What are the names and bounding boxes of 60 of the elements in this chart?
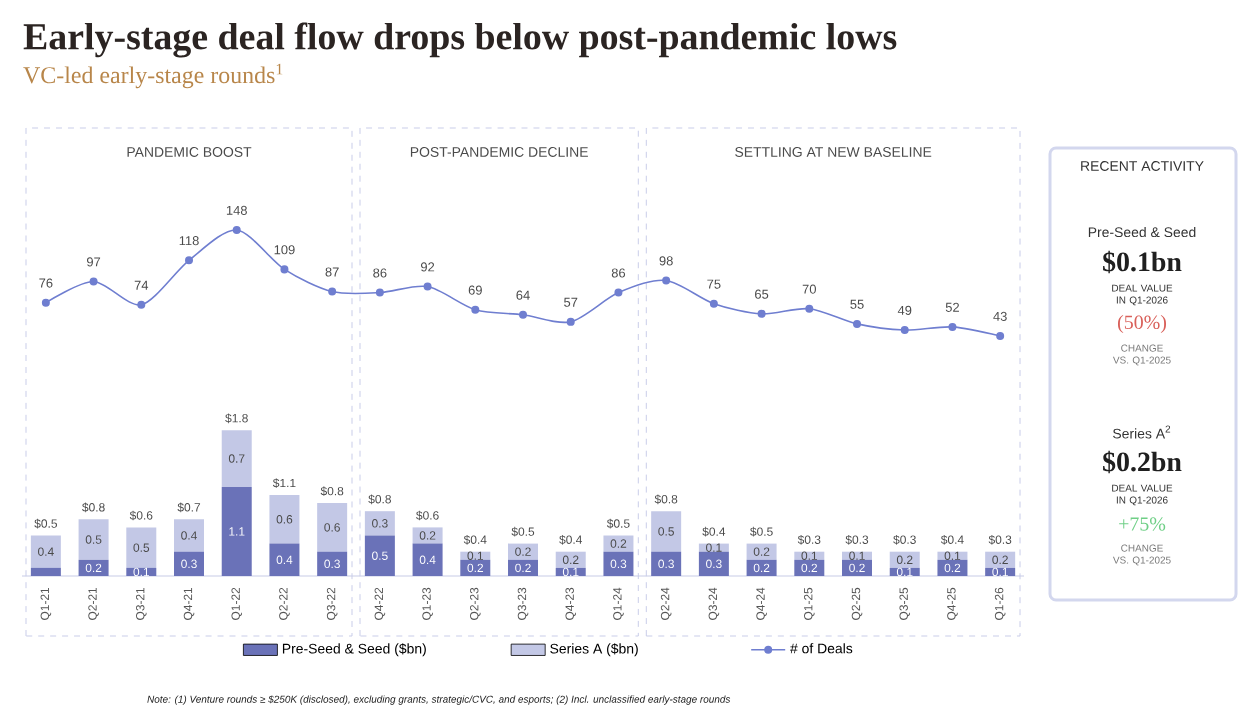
- point: [757, 309, 766, 318]
- point: [41, 298, 50, 307]
- bar: [317, 551, 348, 576]
- bar: [603, 551, 634, 576]
- bar: [126, 527, 157, 568]
- text: +75%: [1119, 517, 1166, 531]
- bar: [508, 543, 539, 560]
- point: [471, 305, 480, 314]
- bar: [460, 559, 491, 576]
- point: [423, 282, 432, 291]
- bar: [842, 559, 873, 576]
- point: [519, 310, 528, 319]
- bar: [78, 559, 109, 576]
- text: $0.1bn: [1103, 250, 1182, 274]
- point: [566, 317, 575, 326]
- point: [853, 319, 862, 328]
- bar: [269, 543, 300, 576]
- bar: [746, 559, 777, 576]
- point: [709, 299, 718, 308]
- point: [662, 276, 671, 285]
- bar: [30, 535, 61, 568]
- bar: [603, 535, 634, 552]
- point: [185, 256, 194, 265]
- bar: [78, 519, 109, 560]
- bar: [651, 511, 682, 552]
- text: Early-stage deal flow drops below post-pandemic lows: [23, 22, 897, 58]
- bar: [269, 494, 300, 544]
- bar: [364, 511, 395, 536]
- point: [900, 325, 909, 334]
- bar: [651, 551, 682, 576]
- point: [805, 304, 814, 313]
- bar: [412, 527, 443, 544]
- point: [89, 277, 98, 286]
- point: [614, 288, 623, 297]
- bar: [937, 559, 968, 576]
- bar: [364, 535, 395, 576]
- point: [232, 226, 241, 234]
- bar: [174, 551, 205, 576]
- text: VC-led early-stage rounds$^{1}$: [23, 63, 283, 89]
- bar: [746, 543, 777, 560]
- bar: [698, 551, 729, 576]
- bar: [985, 551, 1016, 568]
- point: [948, 322, 957, 331]
- bar: [555, 551, 586, 568]
- bar: [889, 551, 920, 568]
- bar: [508, 559, 539, 576]
- bar: [794, 559, 825, 576]
- bar: [30, 567, 61, 576]
- point: [375, 288, 384, 297]
- bar: [221, 486, 252, 576]
- bar: [174, 519, 205, 552]
- point: [996, 332, 1005, 340]
- bar: [221, 430, 252, 487]
- point: [280, 265, 289, 274]
- point: [137, 300, 146, 309]
- bar: [317, 503, 348, 552]
- bar: [412, 543, 443, 576]
- text: (50%): [1117, 314, 1167, 334]
- text: $0.2bn: [1103, 450, 1182, 474]
- point: [328, 287, 337, 296]
